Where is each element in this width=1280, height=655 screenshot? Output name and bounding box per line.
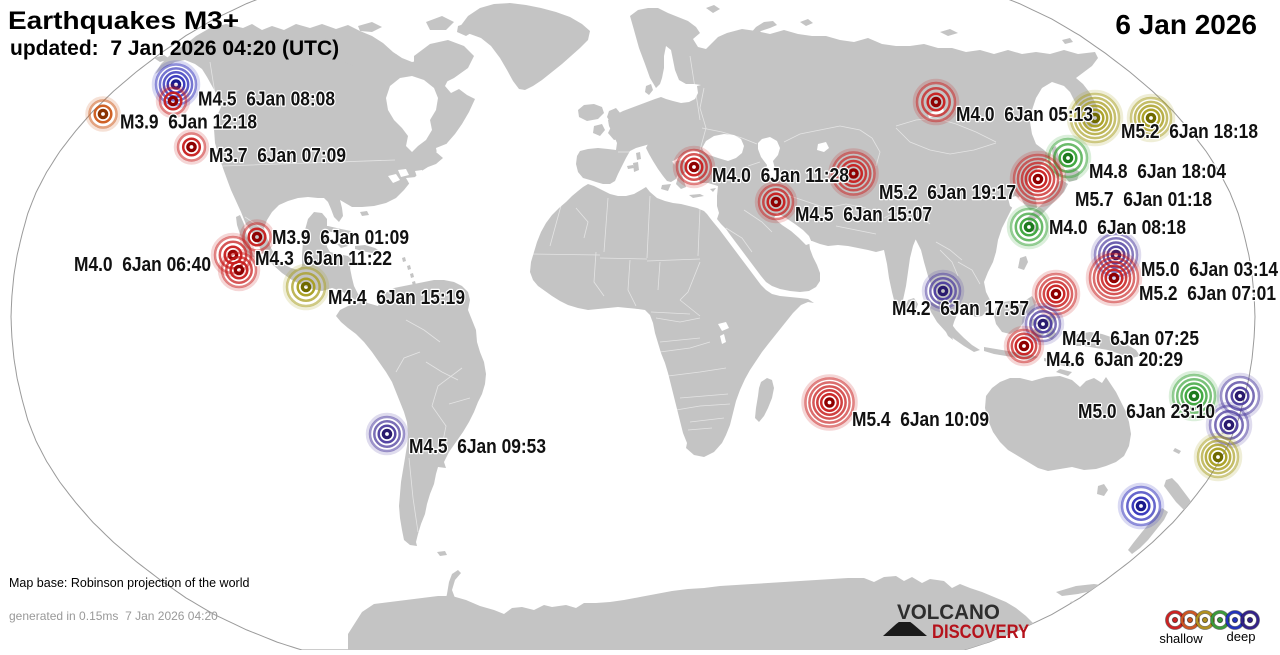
svg-text:M4.2 6Jan 17:57: M4.2 6Jan 17:57	[892, 297, 1029, 320]
svg-text:M5.2 6Jan 19:17: M5.2 6Jan 19:17	[879, 181, 1016, 204]
svg-text:M4.0 6Jan 11:28: M4.0 6Jan 11:28	[712, 164, 849, 187]
svg-text:M5.0 6Jan 23:10: M5.0 6Jan 23:10	[1078, 400, 1215, 423]
svg-text:M4.4 6Jan 15:19: M4.4 6Jan 15:19	[328, 286, 465, 309]
svg-text:M4.0 6Jan 08:18: M4.0 6Jan 08:18	[1049, 216, 1186, 239]
svg-text:M4.4 6Jan 07:25: M4.4 6Jan 07:25	[1062, 327, 1199, 350]
svg-text:M3.9 6Jan 01:09: M3.9 6Jan 01:09	[272, 226, 409, 249]
svg-text:M4.6 6Jan 20:29: M4.6 6Jan 20:29	[1046, 348, 1183, 371]
svg-text:M3.9 6Jan 12:18: M3.9 6Jan 12:18	[120, 111, 257, 134]
svg-text:M5.2 6Jan 18:18: M5.2 6Jan 18:18	[1121, 120, 1258, 143]
svg-text:M4.5 6Jan 09:53: M4.5 6Jan 09:53	[409, 435, 546, 458]
svg-text:M5.4 6Jan 10:09: M5.4 6Jan 10:09	[852, 408, 989, 431]
svg-text:M5.2 6Jan 07:01: M5.2 6Jan 07:01	[1139, 282, 1276, 305]
svg-text:M5.0 6Jan 03:14: M5.0 6Jan 03:14	[1141, 258, 1278, 281]
svg-text:M4.5 6Jan 08:08: M4.5 6Jan 08:08	[198, 88, 335, 111]
svg-text:M4.5 6Jan 15:07: M4.5 6Jan 15:07	[795, 203, 932, 226]
svg-text:M3.7 6Jan 07:09: M3.7 6Jan 07:09	[209, 144, 346, 167]
svg-text:M4.0 6Jan 06:40: M4.0 6Jan 06:40	[74, 253, 211, 276]
svg-text:M4.0 6Jan 05:13: M4.0 6Jan 05:13	[956, 103, 1093, 126]
svg-text:M4.8 6Jan 18:04: M4.8 6Jan 18:04	[1089, 160, 1226, 183]
svg-text:M5.7 6Jan 01:18: M5.7 6Jan 01:18	[1075, 188, 1212, 211]
svg-text:M4.3 6Jan 11:22: M4.3 6Jan 11:22	[255, 247, 392, 270]
